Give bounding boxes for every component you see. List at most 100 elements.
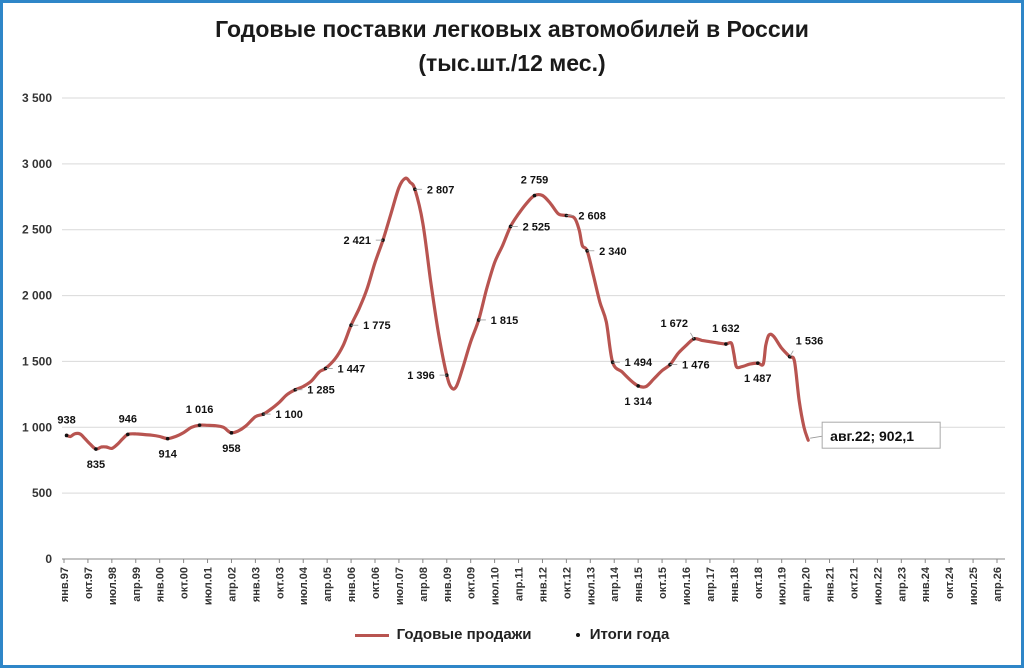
x-tick-label: окт.21: [848, 567, 860, 599]
data-label: 1 487: [744, 373, 772, 385]
x-tick-label: апр.17: [705, 567, 717, 602]
x-tick-label: янв.00: [155, 567, 167, 602]
x-tick-label: июл.98: [107, 567, 119, 605]
x-tick-label: янв.18: [729, 567, 741, 602]
data-label: 1 815: [491, 315, 519, 327]
x-tick-label: янв.24: [920, 566, 932, 602]
chart-subtitle: (тыс.шт./12 мес.): [418, 50, 606, 76]
x-tick-label: июл.07: [394, 567, 406, 605]
data-label: 938: [57, 414, 75, 426]
x-tick-label: июл.13: [585, 567, 597, 605]
x-tick-label: янв.03: [250, 567, 262, 602]
data-label: 2 807: [427, 184, 455, 196]
data-label-leader: [789, 350, 794, 357]
chart-title: Годовые поставки легковых автомобилей в …: [215, 16, 809, 42]
data-label: 914: [158, 449, 177, 461]
x-tick-label: апр.11: [514, 567, 526, 601]
data-label: 1 396: [407, 370, 435, 382]
x-tick-label: янв.97: [59, 567, 71, 602]
year-total-point: [94, 447, 98, 451]
x-tick-label: окт.00: [179, 567, 191, 599]
x-tick-label: апр.23: [896, 567, 908, 602]
x-tick-label: июл.22: [872, 567, 884, 605]
x-tick-label: июл.04: [298, 566, 310, 605]
y-tick-label: 2 500: [22, 223, 52, 237]
y-tick-label: 500: [32, 486, 52, 500]
x-tick-label: янв.09: [442, 567, 454, 602]
year-total-point: [532, 193, 537, 198]
legend-sales-label: Годовые продажи: [396, 626, 532, 643]
y-tick-label: 1 000: [22, 420, 52, 434]
legend-year-label: Итоги года: [589, 626, 670, 643]
series-line-annual-sales: [65, 176, 810, 451]
data-label: 1 285: [307, 385, 335, 397]
year-total-point: [787, 354, 792, 359]
data-label: 835: [87, 459, 105, 471]
x-tick-label: апр.20: [801, 567, 813, 602]
legend-dot-swatch: [575, 633, 580, 638]
data-label: 1 447: [338, 363, 366, 375]
data-label: 2 421: [343, 235, 371, 247]
year-total-point: [692, 336, 696, 341]
x-tick-label: апр.02: [226, 567, 238, 602]
year-total-point: [64, 433, 69, 438]
data-label: 2 340: [599, 246, 627, 258]
data-label: 1 494: [625, 357, 653, 369]
x-tick-label: апр.05: [322, 567, 334, 602]
x-tick-label: апр.08: [418, 567, 430, 602]
x-tick-label: июл.25: [968, 567, 980, 605]
x-tick-label: янв.12: [537, 567, 549, 602]
data-label: 946: [119, 413, 137, 425]
x-tick-label: апр.14: [609, 566, 621, 602]
x-tick-label: янв.21: [825, 567, 837, 602]
x-tick-label: окт.03: [274, 567, 286, 599]
data-label: 2 608: [578, 210, 606, 222]
data-label-leader: [690, 332, 695, 339]
year-total-point: [125, 432, 130, 437]
x-tick-label: июл.19: [777, 567, 789, 605]
x-tick-label: окт.97: [83, 567, 95, 599]
callout-text: авг.22; 902,1: [830, 428, 914, 444]
chart-legend: Годовые продажи Итоги года: [0, 626, 1024, 643]
x-tick-label: окт.12: [561, 567, 573, 599]
year-total-point: [755, 361, 760, 365]
data-label: 1 536: [796, 336, 824, 348]
data-label: 2 759: [521, 175, 549, 187]
data-label: 1 100: [275, 409, 303, 421]
x-tick-label: апр.26: [992, 567, 1004, 602]
y-tick-label: 1 500: [22, 354, 52, 368]
data-label: 1 632: [712, 323, 740, 335]
year-total-point: [197, 423, 202, 427]
x-tick-label: апр.99: [131, 567, 143, 602]
y-tick-label: 2 000: [22, 289, 52, 303]
data-label: 1 314: [624, 396, 652, 408]
year-total-point: [724, 342, 728, 346]
callout-leader: [810, 435, 823, 439]
data-label: 958: [222, 443, 240, 455]
y-tick-label: 3 500: [22, 91, 52, 105]
x-tick-label: июл.01: [203, 567, 215, 605]
callout-box: [821, 421, 941, 449]
year-total-point: [636, 384, 640, 388]
data-label: 1 672: [660, 318, 688, 330]
y-tick-label: 3 000: [22, 157, 52, 171]
year-total-point: [229, 431, 234, 435]
x-tick-label: июл.16: [681, 567, 693, 605]
y-tick-label: 0: [45, 552, 52, 566]
x-tick-label: окт.06: [370, 567, 382, 599]
x-tick-label: окт.09: [466, 567, 478, 599]
x-tick-label: янв.15: [633, 567, 645, 602]
x-tick-label: окт.18: [753, 567, 765, 599]
x-tick-label: июл.10: [490, 567, 502, 605]
data-label: 1 775: [363, 320, 391, 332]
x-tick-label: окт.15: [657, 567, 669, 599]
x-tick-label: янв.06: [346, 567, 358, 602]
x-tick-label: окт.24: [944, 566, 956, 599]
year-total-point: [165, 436, 170, 441]
data-label: 2 525: [523, 221, 551, 233]
data-label: 1 016: [186, 404, 214, 416]
legend-line-swatch: [354, 633, 389, 637]
data-label: 1 476: [682, 360, 710, 372]
